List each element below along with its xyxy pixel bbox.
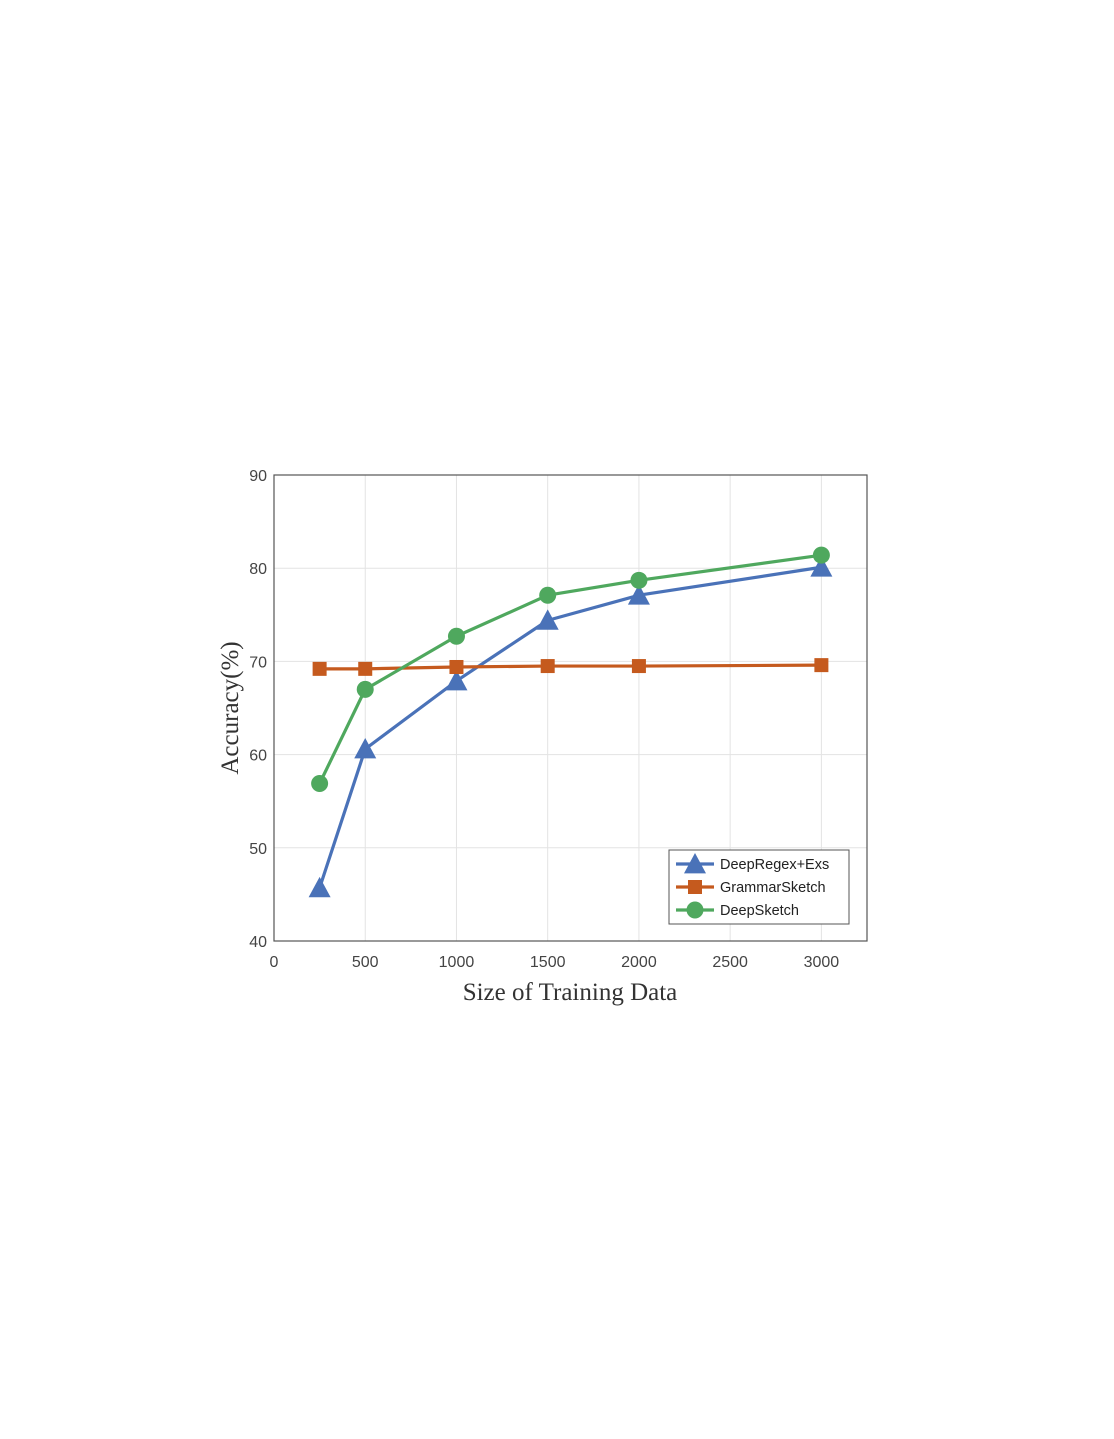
data-point (311, 774, 329, 792)
legend-entry: DeepSketch (676, 901, 799, 919)
data-point (540, 659, 555, 674)
x-axis-tick-labels: 0 500 1000 1500 2000 2500 3000 (270, 954, 840, 971)
legend-marker (684, 853, 706, 874)
data-point (358, 661, 373, 676)
legend-label: GrammarSketch (720, 880, 826, 896)
data-point (445, 669, 468, 691)
y-tick-label: 50 (249, 841, 267, 858)
legend-entry: GrammarSketch (676, 880, 826, 896)
data-point (539, 586, 557, 604)
y-tick-label: 80 (249, 561, 267, 578)
series-circle (311, 546, 830, 792)
y-tick-label: 70 (249, 654, 267, 671)
data-point (630, 571, 648, 589)
series-line (319, 663, 822, 671)
data-point (814, 658, 829, 673)
data-point (308, 876, 331, 898)
x-tick-label: 2000 (621, 954, 657, 971)
data-point (631, 659, 646, 674)
x-axis-title: Size of Training Data (463, 979, 678, 1006)
series-line (318, 565, 822, 889)
data-point (536, 609, 559, 630)
x-tick-label: 500 (352, 954, 379, 971)
series-square (312, 658, 829, 676)
data-point (449, 659, 464, 674)
x-tick-label: 0 (270, 954, 279, 971)
x-tick-label: 1000 (439, 954, 475, 971)
x-tick-label: 1500 (530, 954, 566, 971)
series-layer (308, 546, 833, 898)
y-tick-label: 60 (249, 748, 267, 765)
x-tick-label: 2500 (712, 954, 748, 971)
y-axis-title: Accuracy(%) (217, 641, 244, 774)
y-tick-label: 90 (249, 468, 267, 485)
data-point (354, 738, 377, 759)
y-tick-label: 40 (249, 934, 267, 951)
series-triangle (308, 556, 833, 898)
x-tick-label: 3000 (804, 954, 840, 971)
data-point (312, 661, 327, 676)
series-line (318, 553, 822, 785)
data-point (810, 556, 833, 577)
legend-entry: DeepRegex+Exs (676, 853, 829, 874)
data-point (356, 680, 374, 698)
legend-label: DeepSketch (720, 903, 799, 919)
plot-area-frame (273, 474, 868, 942)
data-point (812, 546, 830, 564)
legend-marker (688, 880, 702, 894)
data-point (447, 627, 465, 645)
legend-marker (686, 901, 704, 919)
legend: DeepRegex+Exs GrammarSketch DeepSketch (668, 849, 850, 925)
data-point (627, 584, 650, 605)
y-axis-tick-labels: 40 50 60 70 80 90 (249, 468, 267, 951)
legend-label: DeepRegex+Exs (720, 857, 829, 873)
